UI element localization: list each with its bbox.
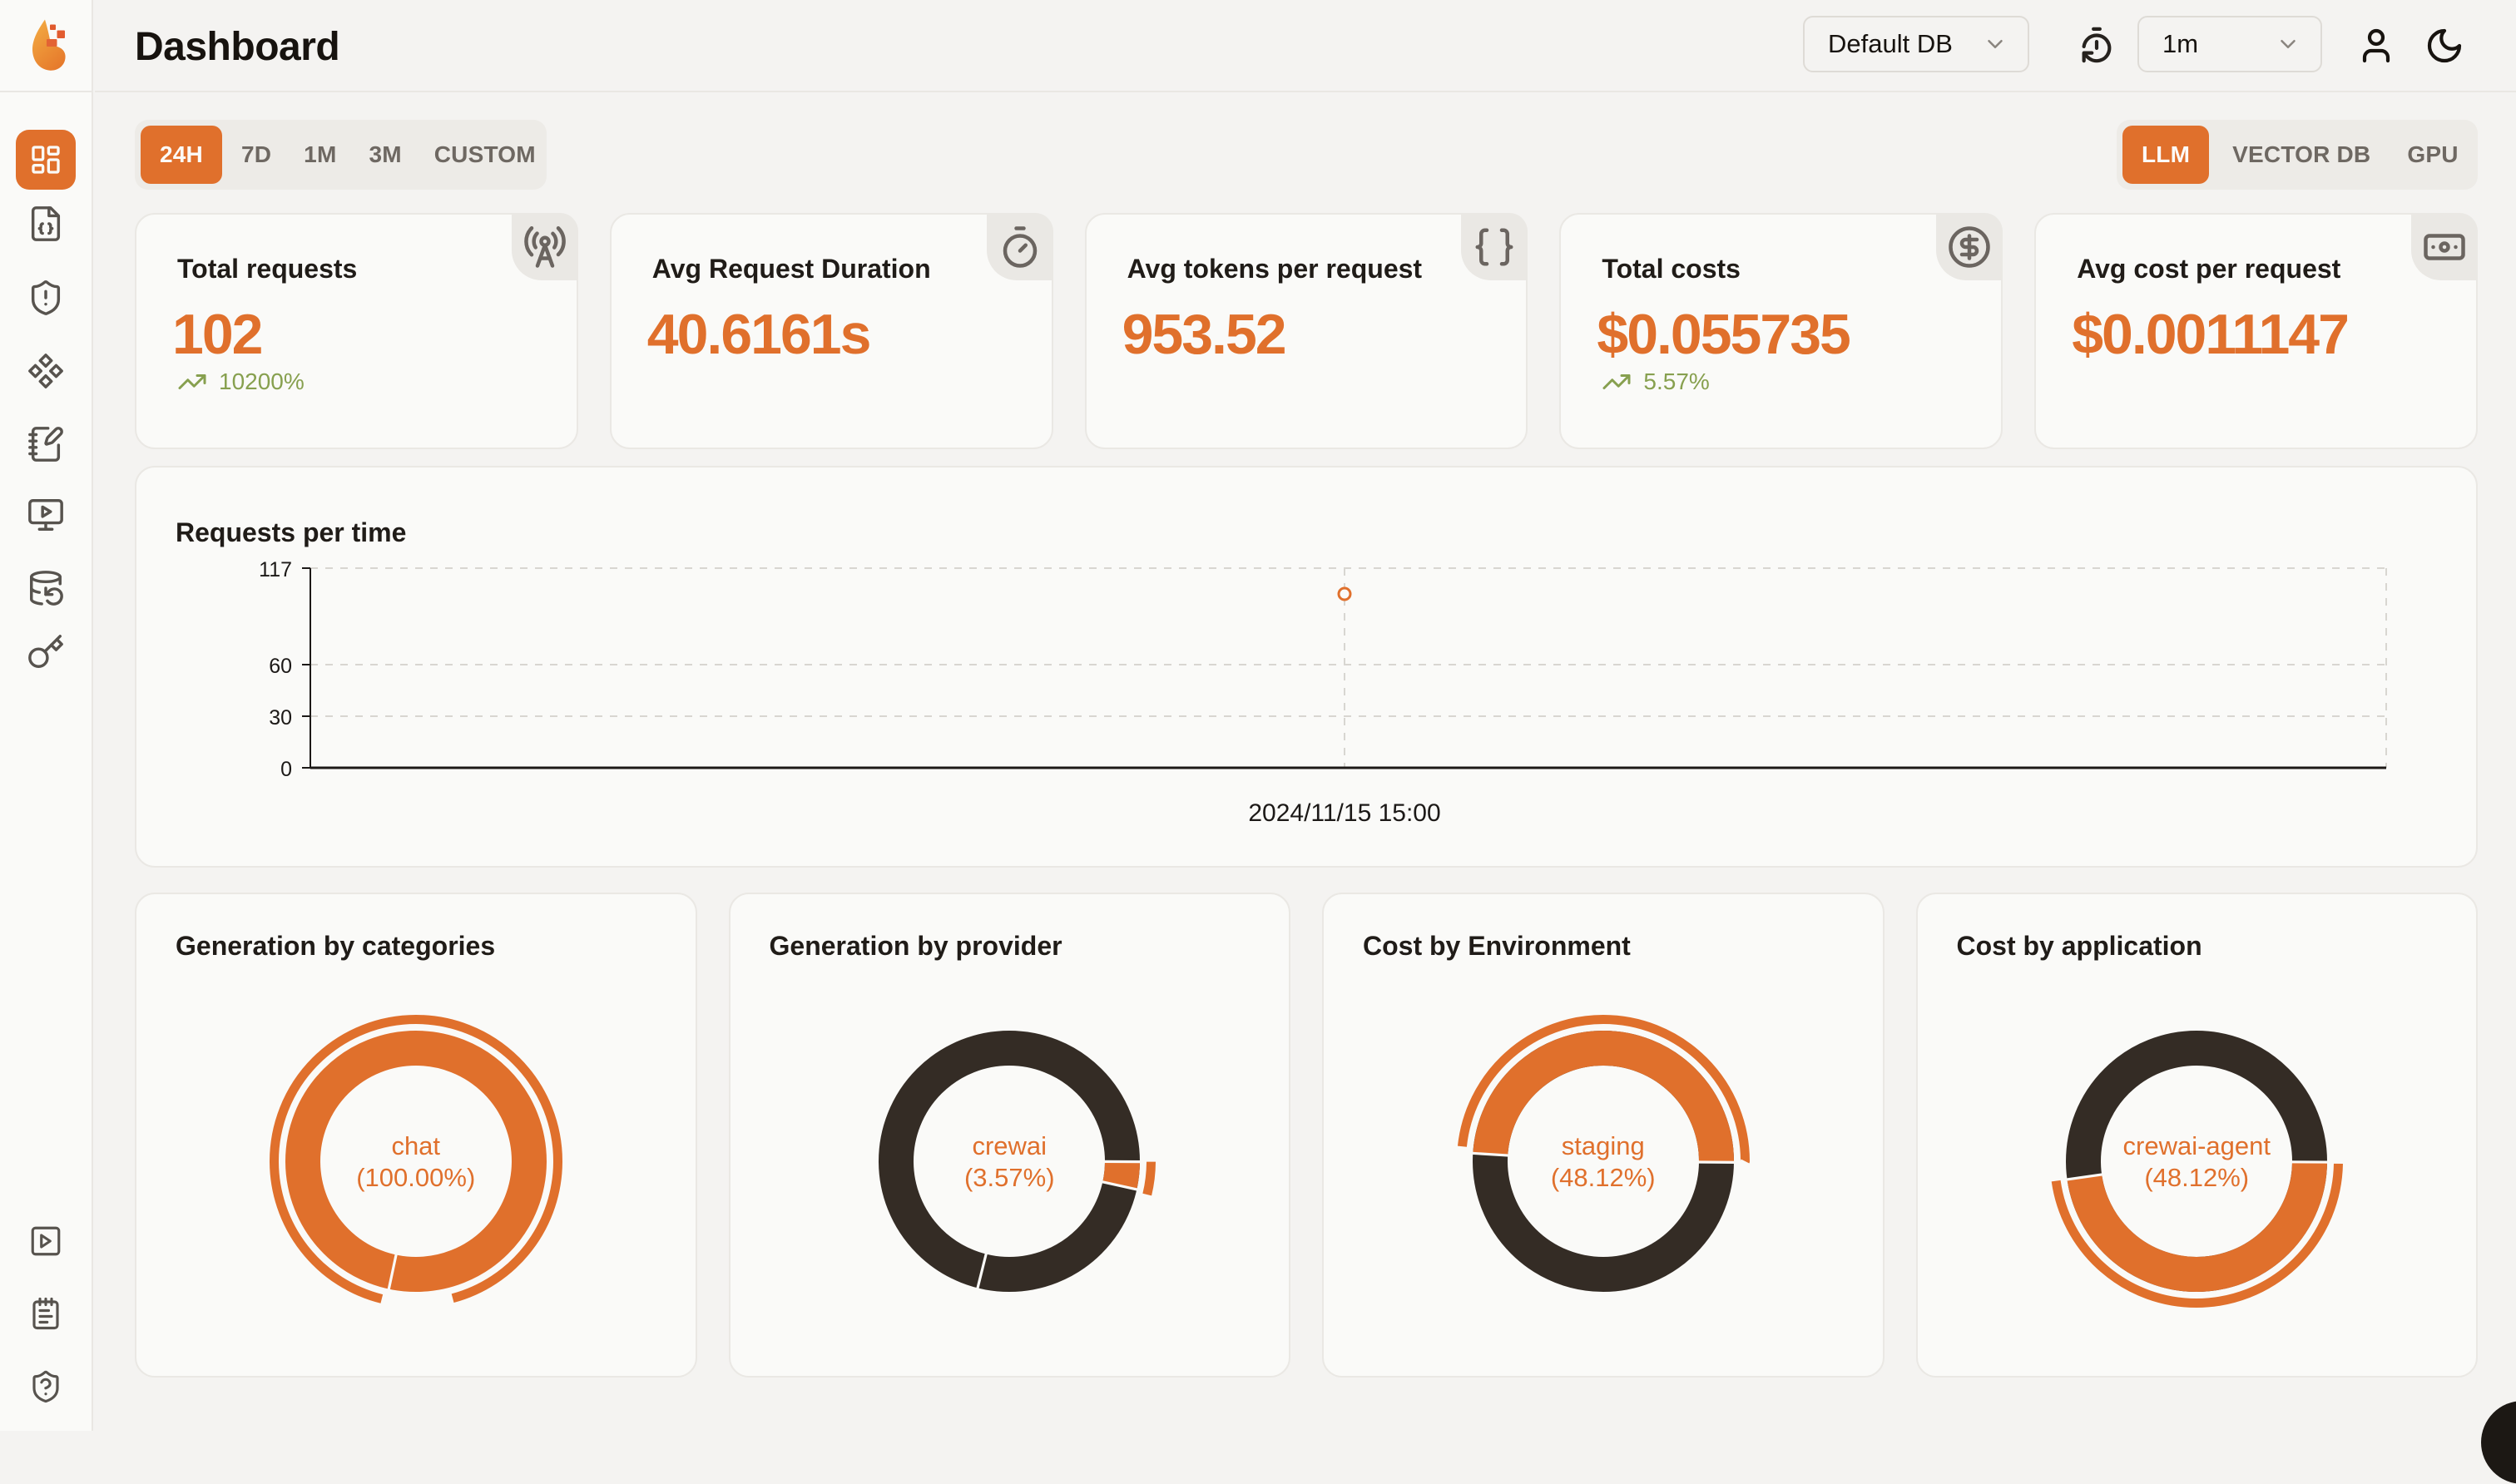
svg-text:30: 30: [269, 706, 292, 730]
svg-text:0: 0: [280, 758, 292, 781]
svg-text:117: 117: [259, 558, 292, 581]
svg-text:60: 60: [269, 655, 292, 678]
svg-text:2024/11/15 15:00: 2024/11/15 15:00: [1248, 799, 1440, 827]
